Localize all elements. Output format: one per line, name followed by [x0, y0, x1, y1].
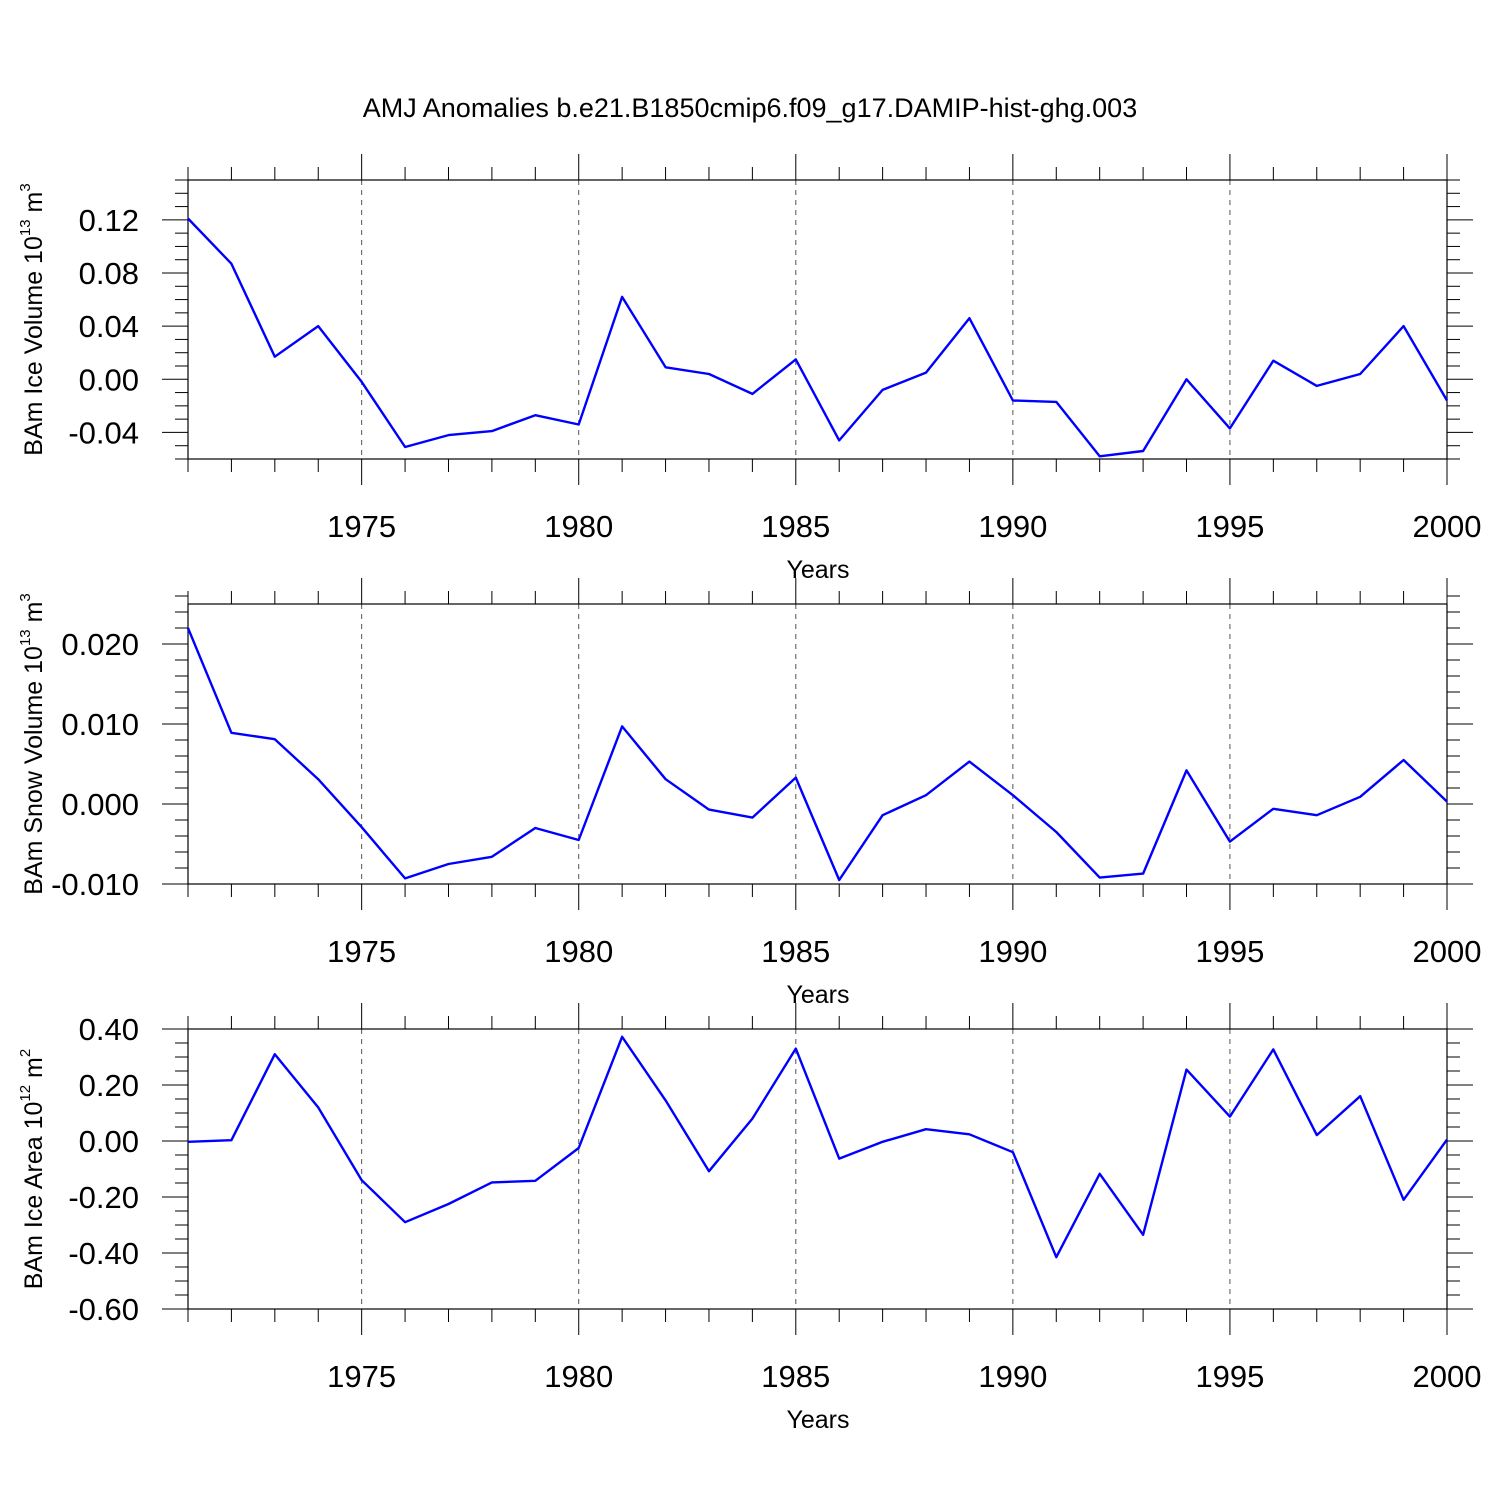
- y-tick-label: 0.010: [61, 707, 139, 742]
- x-tick-label: 1975: [327, 509, 396, 544]
- x-axis-label: Years: [786, 1406, 849, 1434]
- x-tick-label: 1995: [1195, 934, 1264, 969]
- y-tick-label: -0.60: [68, 1292, 139, 1327]
- y-axis-label-unit-exponent: 2: [17, 1049, 34, 1057]
- y-tick-label: -0.010: [51, 867, 139, 902]
- y-tick-label: 0.020: [61, 627, 139, 662]
- y-tick-label: 0.08: [79, 256, 139, 291]
- y-tick-label: 0.00: [79, 362, 139, 397]
- y-axis-label-unit-exponent: 3: [17, 593, 34, 601]
- y-axis-label: BAm Ice Area 1012 m2: [17, 1049, 48, 1289]
- y-tick-label: -0.20: [68, 1180, 139, 1215]
- y-axis-label-unit: m: [20, 1057, 48, 1085]
- x-tick-label: 1990: [978, 1359, 1047, 1394]
- y-tick-label: 0.12: [79, 203, 139, 238]
- y-axis-label-exponent: 13: [17, 219, 34, 236]
- y-axis-label-exponent: 13: [17, 629, 34, 646]
- x-tick-label: 1980: [544, 934, 613, 969]
- y-tick-label: -0.04: [68, 415, 139, 450]
- chart-title: AMJ Anomalies b.e21.B1850cmip6.f09_g17.D…: [363, 93, 1137, 123]
- y-axis-label-exponent: 12: [17, 1085, 34, 1102]
- y-tick-label: 0.000: [61, 787, 139, 822]
- x-tick-label: 1975: [327, 1359, 396, 1394]
- y-axis-label-text: BAm Ice Area 10: [20, 1102, 48, 1290]
- x-tick-label: 1980: [544, 509, 613, 544]
- x-tick-label: 1985: [761, 1359, 830, 1394]
- x-tick-label: 1995: [1195, 509, 1264, 544]
- y-axis-label-unit: m: [20, 602, 48, 630]
- x-tick-label: 2000: [1413, 509, 1482, 544]
- x-tick-label: 2000: [1413, 1359, 1482, 1394]
- y-tick-label: 0.20: [79, 1068, 139, 1103]
- y-tick-label: 0.40: [79, 1012, 139, 1047]
- x-tick-label: 1990: [978, 934, 1047, 969]
- x-tick-label: 2000: [1413, 934, 1482, 969]
- x-tick-label: 1985: [761, 509, 830, 544]
- y-axis-label-text: BAm Snow Volume 10: [20, 646, 48, 895]
- y-axis-label-text: BAm Ice Volume 10: [20, 236, 48, 456]
- y-tick-label: 0.00: [79, 1124, 139, 1159]
- y-tick-label: -0.40: [68, 1236, 139, 1271]
- y-axis-label-unit-exponent: 3: [17, 183, 34, 191]
- x-tick-label: 1975: [327, 934, 396, 969]
- x-tick-label: 1995: [1195, 1359, 1264, 1394]
- y-tick-label: 0.04: [79, 309, 139, 344]
- x-tick-label: 1980: [544, 1359, 613, 1394]
- x-tick-label: 1985: [761, 934, 830, 969]
- x-tick-label: 1990: [978, 509, 1047, 544]
- y-axis-label-unit: m: [20, 192, 48, 220]
